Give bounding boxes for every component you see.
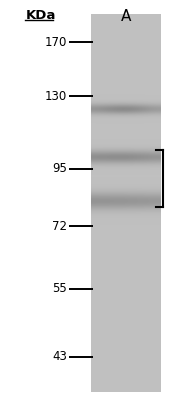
Text: 170: 170 (45, 36, 67, 48)
Text: 130: 130 (45, 90, 67, 102)
Text: 43: 43 (52, 350, 67, 363)
Text: 95: 95 (52, 162, 67, 175)
Text: 55: 55 (52, 282, 67, 295)
Bar (91, 14, 160, 392)
Text: KDa: KDa (25, 9, 56, 22)
Text: A: A (120, 9, 131, 24)
Text: 72: 72 (52, 220, 67, 232)
